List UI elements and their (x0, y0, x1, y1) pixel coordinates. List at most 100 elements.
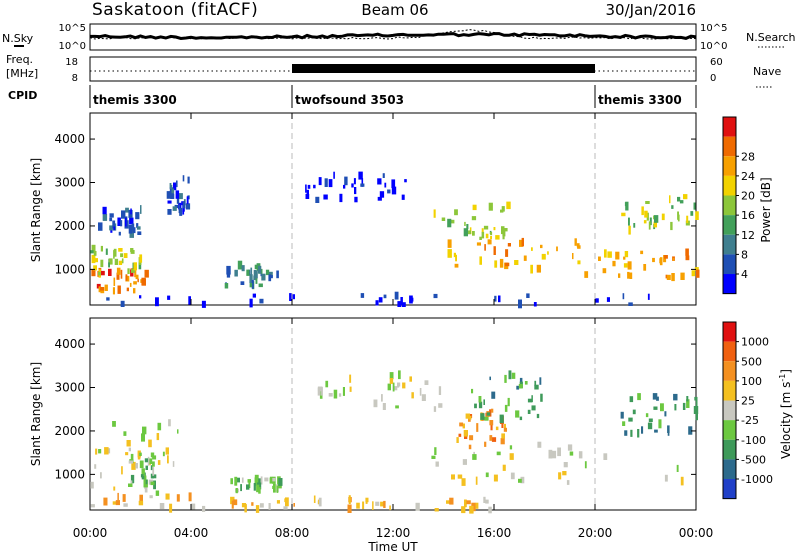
scatter-cell (547, 251, 549, 255)
scatter-cell (409, 376, 412, 382)
scatter-cell (120, 300, 125, 307)
scatter-cell (665, 274, 668, 279)
scatter-cell (276, 270, 279, 279)
scatter-cell (479, 236, 482, 240)
scatter-cell (534, 380, 537, 386)
scatter-cell (501, 433, 505, 439)
scatter-cell (397, 301, 402, 307)
scatter-cell (476, 242, 481, 246)
scatter-cell (150, 452, 155, 458)
scatter-cell (240, 484, 242, 492)
scatter-cell (166, 191, 171, 199)
colorbar-tick-label: 28 (741, 150, 755, 163)
scatter-cell (233, 499, 238, 506)
scatter-cell (324, 178, 328, 187)
scatter-cell (254, 477, 258, 486)
noise-search-line (89, 29, 697, 40)
scatter-cell (459, 422, 464, 427)
scatter-cell (323, 194, 328, 200)
scatter-cell (421, 394, 426, 401)
scatter-cell (138, 262, 142, 270)
scatter-cell (318, 177, 322, 186)
scatter-cell (392, 382, 395, 392)
colorbar-swatch (723, 195, 736, 216)
scatter-cell (475, 502, 479, 509)
scatter-cell (102, 206, 107, 215)
scatter-cell (105, 248, 108, 255)
scatter-cell (468, 415, 472, 420)
scatter-cell (248, 479, 251, 489)
scatter-cell (438, 386, 442, 395)
scatter-cell (632, 409, 636, 415)
scatter-cell (167, 295, 171, 300)
scatter-cell (694, 267, 699, 271)
colorbar-swatch (723, 420, 736, 440)
scatter-cell (541, 253, 546, 260)
scatter-cell (255, 505, 260, 513)
scatter-cell (539, 377, 542, 385)
scatter-cell (125, 274, 128, 281)
scatter-cell (134, 270, 137, 278)
scatter-cell (536, 413, 540, 419)
time-xlabel: Time UT (367, 540, 418, 554)
scatter-cell (686, 215, 689, 224)
scatter-cell (389, 505, 391, 511)
scatter-cell (534, 384, 539, 390)
scatter-cell (488, 202, 493, 211)
scatter-cell (377, 178, 382, 185)
scatter-cell (250, 267, 253, 275)
scatter-cell (182, 201, 186, 209)
y-tick-label: 1000 (54, 262, 85, 276)
scatter-cell (387, 383, 391, 391)
scatter-cell (171, 188, 175, 194)
scatter-cell (624, 251, 629, 258)
scatter-cell (387, 189, 391, 194)
scatter-cell (493, 227, 496, 231)
scatter-cell (152, 467, 155, 476)
scatter-cell (103, 497, 108, 506)
scatter-cell (476, 423, 479, 432)
scatter-cell (139, 452, 142, 456)
scatter-cell (128, 447, 131, 452)
scatter-cell (622, 293, 625, 300)
scatter-cell (466, 500, 471, 505)
velocity-colorbar: 1000 500 100 25 -25 -100 -500 -1000 (722, 321, 773, 500)
scatter-cell (584, 271, 589, 278)
scatter-cell (123, 253, 128, 258)
scatter-cell (671, 273, 675, 282)
scatter-cell (285, 497, 289, 507)
scatter-cell (648, 221, 651, 230)
scatter-cell (504, 404, 508, 412)
scatter-cell (188, 296, 191, 305)
scatter-cell (572, 253, 574, 260)
scatter-cell (551, 450, 557, 459)
scatter-cell (91, 254, 96, 264)
scatter-cell (187, 176, 190, 184)
scatter-cell (472, 454, 477, 460)
scatter-cell (518, 478, 522, 483)
scatter-cell (108, 262, 110, 268)
y-tick-label: 4000 (54, 132, 85, 146)
scatter-cell (519, 239, 523, 247)
scatter-cell (483, 225, 489, 230)
scatter-cell (133, 262, 137, 271)
scatter-cell (574, 238, 577, 246)
scatter-cell (628, 225, 631, 235)
scatter-cell (240, 281, 245, 285)
scatter-cell (96, 283, 101, 289)
scatter-cell (258, 283, 263, 288)
scatter-cell (155, 490, 160, 496)
scatter-cell (558, 472, 562, 480)
scatter-cell (173, 182, 177, 191)
scatter-cell (121, 210, 126, 219)
scatter-cell (598, 256, 601, 261)
time-x-axis: 00:00 04:00 08:00 12:00 16:00 20:00 00:00 (73, 526, 714, 540)
scatter-cell (373, 399, 378, 408)
scatter-cell (169, 503, 173, 513)
scatter-cell (141, 277, 146, 286)
scatter-cell (93, 251, 97, 256)
scatter-cell (136, 226, 141, 230)
scatter-cell (411, 297, 414, 302)
scatter-cell (475, 476, 478, 485)
scatter-cell (566, 480, 570, 485)
